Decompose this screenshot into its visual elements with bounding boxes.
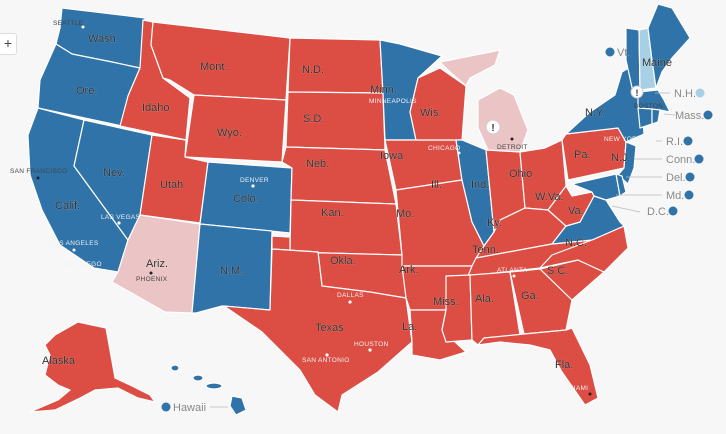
marker-dot-icon bbox=[117, 221, 121, 225]
state-michigan[interactable] bbox=[439, 49, 529, 153]
side-ma[interactable]: Mass. bbox=[663, 110, 713, 122]
map-label: Mass. bbox=[675, 110, 704, 122]
small-state-legend: Vt. N.H. Mass. R.I. Conn. Del. Md. D.C. … bbox=[161, 47, 713, 414]
marker-dot-icon bbox=[485, 119, 501, 135]
side-vt[interactable]: Vt. bbox=[605, 47, 631, 59]
map-shape[interactable] bbox=[192, 374, 204, 382]
map-label: Md. bbox=[666, 190, 684, 202]
side-md[interactable]: Md. bbox=[616, 190, 694, 202]
marker-dot-icon[interactable] bbox=[685, 172, 695, 182]
state-wyoming[interactable] bbox=[184, 94, 287, 163]
marker-dot-icon[interactable] bbox=[605, 47, 615, 57]
state-florida[interactable] bbox=[477, 327, 599, 406]
marker-dot-icon bbox=[510, 137, 514, 141]
map-label: N.H. bbox=[674, 88, 696, 100]
leader-line bbox=[611, 205, 641, 213]
state-colorado[interactable] bbox=[199, 161, 293, 234]
marker-dot-icon bbox=[588, 392, 592, 396]
map-label: Del. bbox=[666, 172, 686, 184]
state-nebraska[interactable] bbox=[281, 146, 397, 205]
state-new-mexico[interactable] bbox=[191, 223, 273, 314]
state-rhode-island[interactable] bbox=[651, 108, 661, 125]
state-maine[interactable] bbox=[647, 3, 691, 89]
state-north-dakota[interactable] bbox=[287, 37, 384, 94]
leader-line bbox=[663, 113, 676, 116]
marker-dot-icon bbox=[325, 353, 329, 357]
map-shape[interactable] bbox=[229, 395, 247, 416]
marker-dot-icon bbox=[149, 271, 153, 275]
state-new-jersey[interactable] bbox=[617, 141, 637, 185]
marker-dot-icon bbox=[72, 248, 76, 252]
marker-dot-icon[interactable] bbox=[684, 190, 694, 200]
side-ri[interactable]: R.I. bbox=[656, 136, 693, 148]
map-label: Conn. bbox=[666, 154, 695, 166]
state-mississippi[interactable] bbox=[441, 274, 473, 343]
marker-dot-icon[interactable] bbox=[694, 154, 704, 164]
map-label: Hawaii bbox=[173, 402, 206, 414]
side-dc[interactable]: D.C. bbox=[611, 205, 678, 218]
state-alaska[interactable] bbox=[29, 321, 156, 413]
marker-dot-icon[interactable] bbox=[703, 110, 713, 120]
states-layer bbox=[27, 3, 691, 416]
state-pennsylvania[interactable] bbox=[561, 127, 627, 181]
marker-dot-icon[interactable] bbox=[668, 206, 678, 216]
marker-dot-icon bbox=[368, 348, 372, 352]
marker-dot-icon bbox=[457, 151, 461, 155]
marker-dot-icon bbox=[630, 85, 644, 99]
map-shape[interactable] bbox=[170, 364, 180, 372]
map-label: ! bbox=[491, 123, 494, 134]
map-label: R.I. bbox=[666, 136, 683, 148]
map-label: ! bbox=[636, 88, 639, 98]
map-shape[interactable] bbox=[205, 382, 223, 390]
side-hi[interactable]: Hawaii bbox=[161, 402, 229, 414]
marker-dot-icon[interactable] bbox=[683, 136, 693, 146]
marker-dot-icon[interactable] bbox=[695, 88, 705, 98]
state-delaware[interactable] bbox=[615, 173, 627, 197]
side-ct[interactable]: Conn. bbox=[634, 154, 704, 166]
marker-dot-icon bbox=[251, 184, 255, 188]
new-hampshire-alert-icon[interactable]: ! bbox=[630, 85, 644, 99]
state-north-carolina[interactable] bbox=[539, 225, 629, 273]
state-hawaii[interactable] bbox=[170, 364, 247, 416]
marker-dot-icon bbox=[348, 300, 352, 304]
map-label: Vt. bbox=[617, 47, 630, 59]
marker-dot-icon bbox=[512, 274, 516, 278]
michigan-alert-icon[interactable]: ! bbox=[485, 119, 501, 135]
alert-markers: ! ! bbox=[485, 85, 644, 135]
state-texas[interactable] bbox=[223, 248, 413, 413]
zoom-in-button[interactable]: + bbox=[0, 33, 17, 55]
state-kansas[interactable] bbox=[289, 199, 403, 256]
state-south-dakota[interactable] bbox=[285, 91, 386, 151]
marker-dot-icon bbox=[36, 176, 40, 180]
state-connecticut[interactable] bbox=[637, 107, 653, 129]
map-label: D.C. bbox=[647, 206, 669, 218]
side-nh[interactable]: N.H. bbox=[655, 88, 705, 100]
side-de[interactable]: Del. bbox=[626, 172, 695, 184]
marker-dot-icon[interactable] bbox=[161, 402, 171, 412]
marker-dot-icon bbox=[81, 25, 85, 29]
